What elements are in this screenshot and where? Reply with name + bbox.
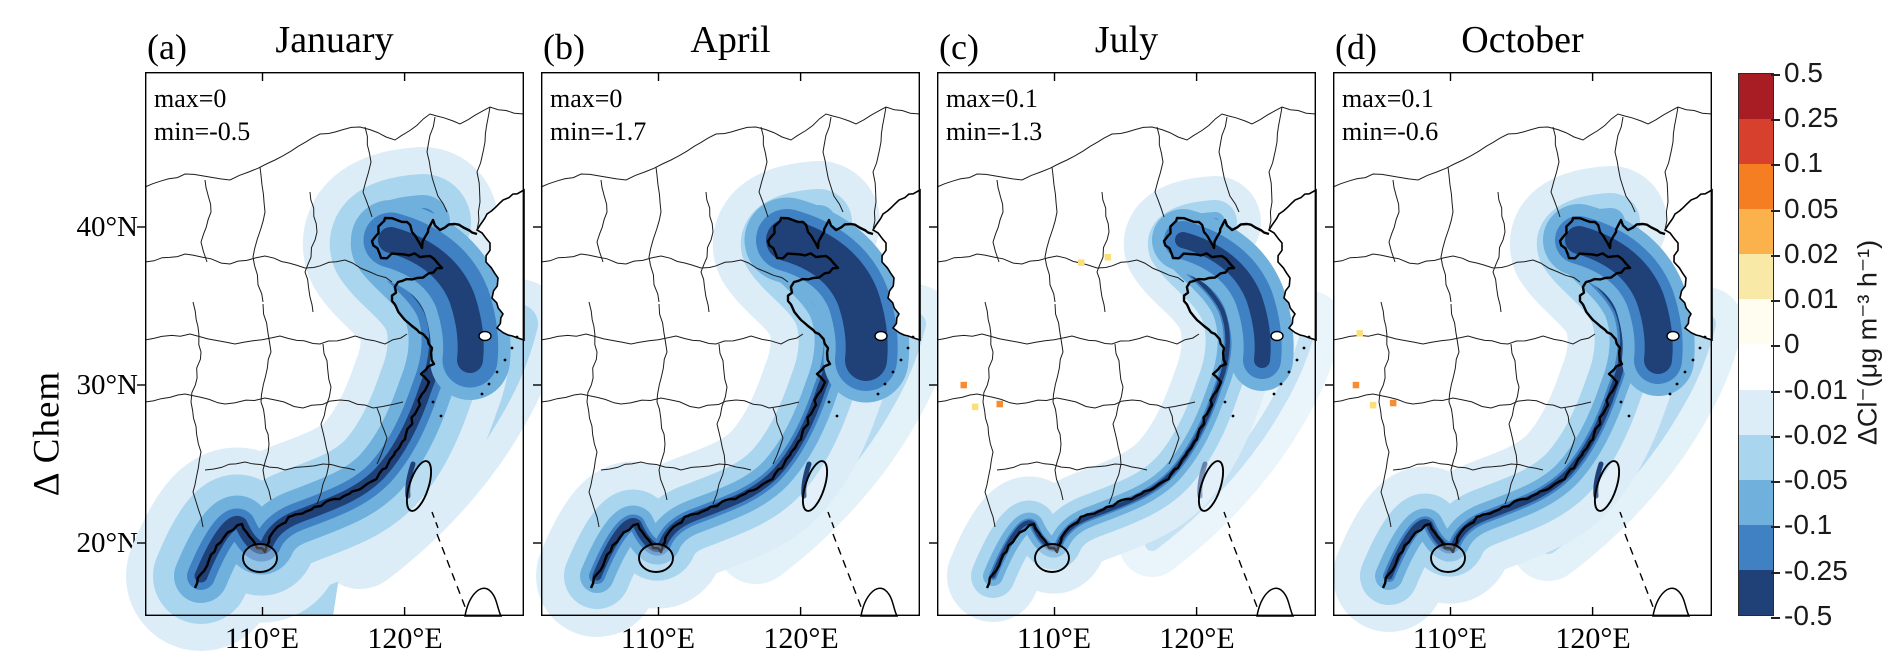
colorbar-segment [1739, 524, 1773, 570]
stat-min: min=-0.5 [154, 117, 251, 147]
colorbar-segment [1739, 479, 1773, 525]
colorbar-segment [1739, 119, 1773, 165]
lon-tick-120e: 120°E [1159, 622, 1235, 655]
stat-min: min=-1.3 [946, 117, 1043, 147]
map-canvas-july [929, 71, 1343, 622]
colorbar-tick-label: -0.02 [1771, 419, 1848, 450]
panel-letter: (a) [147, 27, 187, 67]
colorbar-segment [1739, 74, 1773, 120]
colorbar-tick-label: -0.5 [1770, 600, 1833, 631]
lat-tick-20n: 20°N [76, 527, 138, 559]
map-canvas-january [126, 71, 563, 651]
map-canvas-october [1325, 71, 1743, 632]
colorbar-segment [1739, 254, 1773, 300]
stat-max: max=0.1 [1342, 84, 1434, 113]
colorbar-segment [1739, 209, 1773, 255]
panel-letter: (d) [1335, 27, 1377, 67]
colorbar-segment [1739, 344, 1773, 390]
lon-tick-110e: 110°E [620, 622, 696, 655]
colorbar-tick-label: 0.02 [1771, 238, 1839, 269]
colorbar: 0.5 0.25 0.1 0.05 0.02 0.01 0 -0.01 -0.0… [1738, 57, 1892, 631]
colorbar-tick-label: 0.25 [1771, 102, 1839, 133]
colorbar-segment [1739, 434, 1773, 480]
stat-max: max=0.1 [946, 84, 1038, 113]
colorbar-tick-label: -0.01 [1771, 374, 1848, 405]
colorbar-tick-label: -0.25 [1771, 555, 1848, 586]
panel-title: January [275, 19, 394, 61]
panel-title: October [1461, 19, 1584, 61]
lon-tick-120e: 120°E [763, 622, 839, 655]
stat-max: max=0 [550, 84, 623, 113]
stat-min: min=-0.6 [1342, 117, 1439, 147]
colorbar-segment [1739, 569, 1773, 615]
panel-july: (c) July max=0.1 min=-1.3 110°E 120°E [929, 19, 1343, 655]
colorbar-tick-label: 0.01 [1771, 283, 1839, 314]
panel-april: (b) April max=0 min=-1.7 110°E 120°E [533, 19, 954, 655]
lon-tick-120e: 120°E [367, 622, 443, 655]
colorbar-segment [1739, 164, 1773, 210]
colorbar-tick-label: 0 [1771, 328, 1800, 359]
map-canvas-april [533, 71, 954, 637]
panel-january: (a) January max=0 min=-0.5 110°E 120°E [126, 19, 563, 655]
panel-stats: max=0 min=-0.5 [154, 82, 250, 149]
colorbar-bar [1738, 73, 1774, 616]
colorbar-tick-label: -0.05 [1771, 464, 1848, 495]
lon-tick-110e: 110°E [1016, 622, 1092, 655]
lon-tick-110e: 110°E [1412, 622, 1488, 655]
colorbar-segment [1739, 299, 1773, 345]
colorbar-tick-label: 0.1 [1771, 147, 1823, 178]
panel-stats: max=0.1 min=-0.6 [1342, 82, 1438, 149]
panel-letter: (b) [543, 27, 585, 67]
panel-title: July [1094, 19, 1159, 61]
panel-stats: max=0 min=-1.7 [550, 82, 646, 149]
lon-tick-110e: 110°E [224, 622, 300, 655]
colorbar-segment [1739, 389, 1773, 435]
lat-tick-40n: 40°N [76, 211, 138, 243]
stat-max: max=0 [154, 84, 227, 113]
panel-letter: (c) [939, 27, 979, 67]
stat-min: min=-1.7 [550, 117, 647, 147]
lat-tick-30n: 30°N [76, 369, 138, 401]
colorbar-tick-label: 0.5 [1771, 57, 1823, 88]
colorbar-unit-label: ΔCl⁻(μg m⁻³ h⁻¹) [1852, 239, 1883, 446]
panel-title: April [690, 19, 771, 61]
colorbar-tick-label: -0.1 [1770, 509, 1833, 540]
panel-october: (d) October max=0.1 min=-0.6 110°E 120°E [1325, 19, 1743, 655]
colorbar-ticks: 0.5 0.25 0.1 0.05 0.02 0.01 0 -0.01 -0.0… [1770, 57, 1892, 631]
panel-stats: max=0.1 min=-1.3 [946, 82, 1042, 149]
lon-tick-120e: 120°E [1555, 622, 1631, 655]
colorbar-tick-label: 0.05 [1771, 193, 1839, 224]
